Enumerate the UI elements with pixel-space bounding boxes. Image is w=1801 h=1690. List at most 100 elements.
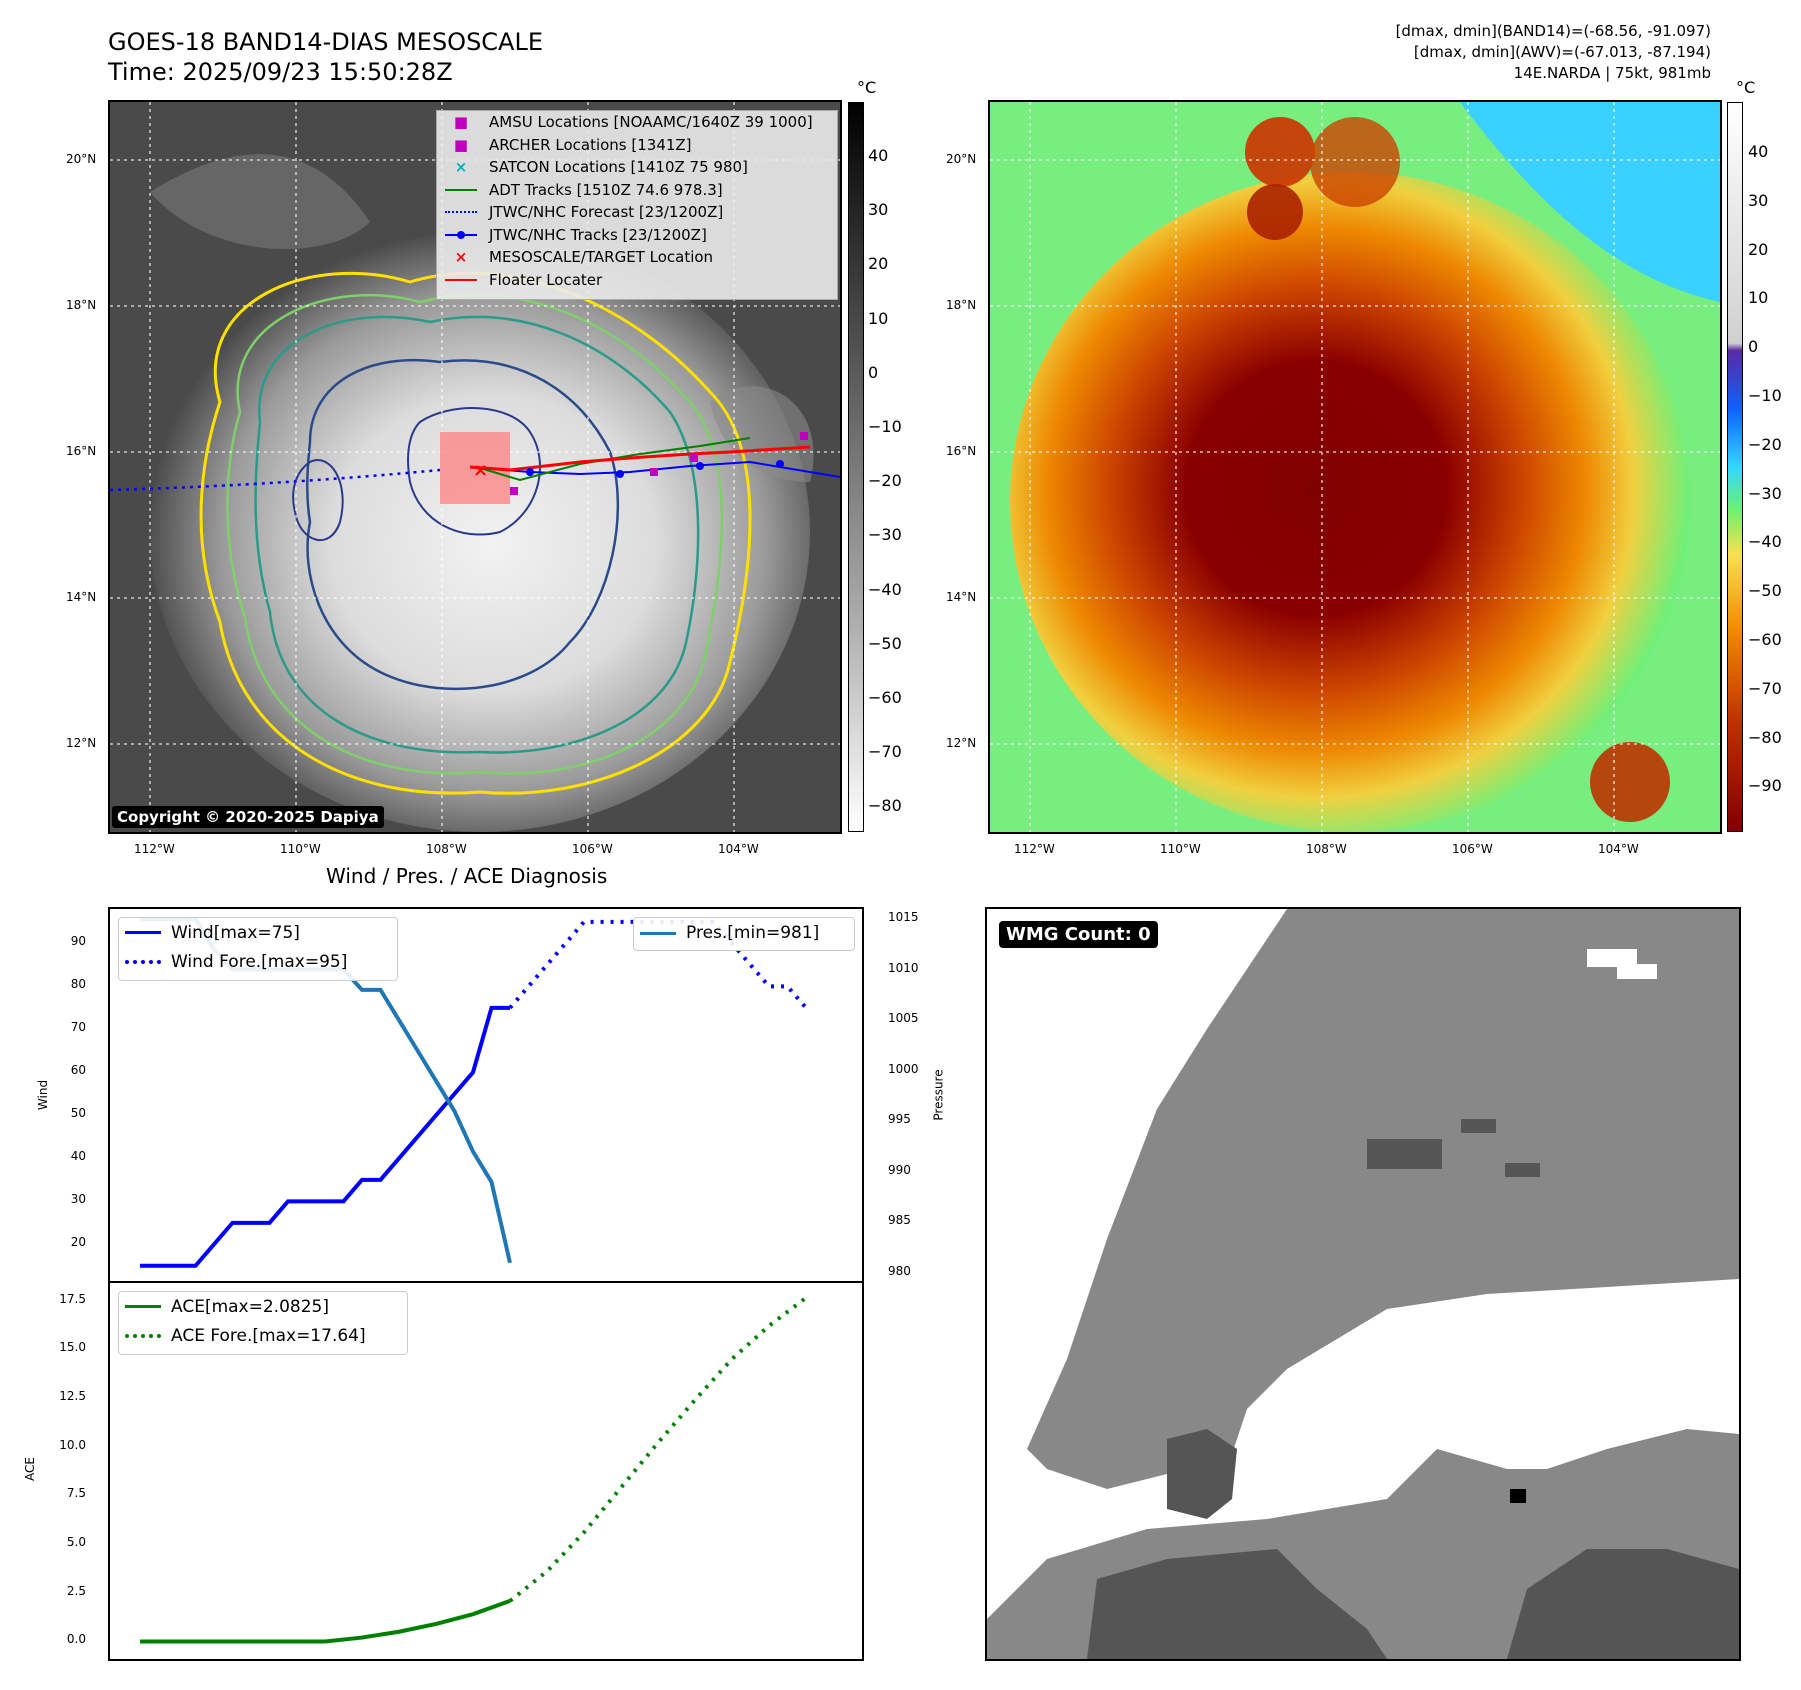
line-icon bbox=[640, 925, 676, 941]
wind-tick: 60 bbox=[70, 1063, 86, 1078]
dotted-line-icon bbox=[125, 1328, 161, 1344]
ir-color-map bbox=[988, 100, 1722, 834]
right-colorbar-unit: °C bbox=[1736, 78, 1756, 97]
legend-label: AMSU Locations [NOAAMC/1640Z 39 1000] bbox=[489, 113, 813, 132]
info-storm: 14E.NARDA | 75kt, 981mb bbox=[1513, 64, 1711, 82]
ace-legend: ACE[max=2.0825] ACE Fore.[max=17.64] bbox=[118, 1291, 408, 1355]
figure-title: GOES-18 BAND14-DIAS MESOSCALE bbox=[108, 28, 544, 56]
ace-svg bbox=[140, 1296, 808, 1644]
diag-title: Wind / Pres. / ACE Diagnosis bbox=[326, 864, 608, 888]
lat-label: 16°N bbox=[946, 444, 977, 458]
pres-tick: 980 bbox=[888, 1263, 911, 1278]
legend-item-target: × MESOSCALE/TARGET Location bbox=[437, 246, 837, 269]
wind-tick: 30 bbox=[70, 1192, 86, 1207]
lat-label: 14°N bbox=[66, 590, 97, 604]
right-colorbar-tick: 20 bbox=[1748, 239, 1769, 259]
forecast-line bbox=[508, 1296, 808, 1603]
pres-tick: 985 bbox=[888, 1213, 911, 1228]
line-icon bbox=[443, 182, 479, 198]
legend-item-adt: ADT Tracks [1510Z 74.6 978.3] bbox=[437, 179, 837, 202]
right-colorbar-tick: −70 bbox=[1748, 678, 1782, 698]
legend-item-amsu: ■ AMSU Locations [NOAAMC/1640Z 39 1000] bbox=[437, 111, 837, 134]
left-colorbar-tick: 30 bbox=[868, 200, 889, 220]
left-colorbar-tick: −30 bbox=[868, 525, 902, 545]
left-colorbar-tick: −80 bbox=[868, 796, 902, 816]
dotted-line-icon bbox=[443, 204, 479, 220]
pres-axis-label: Pressure bbox=[931, 1069, 946, 1121]
wind-legend: Wind[max=75] Wind Fore.[max=95] bbox=[118, 917, 398, 981]
left-colorbar-tick: −60 bbox=[868, 688, 902, 707]
pres-tick: 1015 bbox=[888, 910, 919, 925]
legend-item-forecast: JTWC/NHC Forecast [23/1200Z] bbox=[437, 201, 837, 224]
lon-label: 104°W bbox=[718, 842, 759, 856]
svg-text:×: × bbox=[473, 460, 488, 481]
legend-label: MESOSCALE/TARGET Location bbox=[489, 248, 714, 267]
left-colorbar bbox=[848, 102, 864, 832]
info-awv-range: [dmax, dmin](AWV)=(-67.013, -87.194) bbox=[1413, 43, 1711, 61]
right-colorbar-tick: 10 bbox=[1748, 288, 1769, 308]
x-marker-icon: × bbox=[454, 158, 468, 177]
legend-label: Pres.[min=981] bbox=[686, 923, 820, 943]
legend-label: Floater Locater bbox=[489, 270, 603, 289]
figure-time: Time: 2025/09/23 15:50:28Z bbox=[108, 58, 453, 86]
wind-tick: 20 bbox=[70, 1235, 86, 1250]
right-colorbar-tick: −40 bbox=[1748, 532, 1782, 552]
ir-contour-map: × ■ AMSU Locations [NOAAMC/1640Z 39 1000]… bbox=[108, 100, 842, 834]
ace-tick: 5.0 bbox=[66, 1535, 86, 1550]
lat-label: 18°N bbox=[946, 298, 977, 312]
right-colorbar-tick: 40 bbox=[1748, 142, 1769, 161]
lon-label: 110°W bbox=[1160, 842, 1201, 856]
lat-label: 12°N bbox=[946, 736, 977, 750]
lon-label: 112°W bbox=[134, 842, 175, 856]
left-colorbar-tick: −40 bbox=[868, 579, 902, 599]
left-colorbar-unit: °C bbox=[857, 78, 877, 97]
lat-label: 20°N bbox=[66, 152, 97, 166]
ace-tick: 15.0 bbox=[59, 1340, 86, 1355]
wind-tick: 80 bbox=[70, 977, 86, 992]
right-colorbar-tick: −50 bbox=[1748, 581, 1782, 601]
pres-tick: 1010 bbox=[888, 960, 919, 975]
series-line bbox=[140, 1005, 510, 1268]
pres-tick: 990 bbox=[888, 1162, 911, 1177]
left-colorbar-tick: −20 bbox=[868, 471, 902, 491]
line-icon bbox=[125, 1299, 161, 1315]
legend-label: SATCON Locations [1410Z 75 980] bbox=[489, 158, 748, 177]
legend-label: Wind Fore.[max=95] bbox=[171, 951, 348, 972]
legend-item-satcon: × SATCON Locations [1410Z 75 980] bbox=[437, 156, 837, 179]
ir-color-map-svg bbox=[990, 102, 1720, 832]
line-dot-icon bbox=[443, 227, 479, 243]
legend-item-ace: ACE[max=2.0825] bbox=[119, 1292, 407, 1321]
legend-item-floater: Floater Locater bbox=[437, 269, 837, 292]
left-colorbar-tick: −70 bbox=[868, 742, 902, 762]
ace-tick: 0.0 bbox=[66, 1632, 86, 1647]
legend-item-archer: ■ ARCHER Locations [1341Z] bbox=[437, 134, 837, 157]
copyright-badge: Copyright © 2020-2025 Dapiya bbox=[112, 806, 384, 828]
legend-label: JTWC/NHC Tracks [23/1200Z] bbox=[489, 225, 707, 244]
legend-item-pres: Pres.[min=981] bbox=[634, 918, 854, 948]
legend-label: JTWC/NHC Forecast [23/1200Z] bbox=[489, 203, 724, 222]
right-colorbar-tick: −10 bbox=[1748, 386, 1782, 405]
x-marker-icon: × bbox=[454, 248, 468, 267]
lat-label: 16°N bbox=[66, 444, 97, 458]
lat-label: 18°N bbox=[66, 298, 97, 312]
pres-tick: 1005 bbox=[888, 1011, 919, 1026]
wind-tick: 70 bbox=[70, 1020, 86, 1035]
ace-tick: 7.5 bbox=[66, 1486, 86, 1501]
lat-label: 14°N bbox=[946, 590, 977, 604]
ace-axis-label: ACE bbox=[22, 1457, 37, 1481]
wind-tick: 40 bbox=[70, 1149, 86, 1164]
ace-tick: 2.5 bbox=[66, 1583, 86, 1598]
legend-item-ace-fore: ACE Fore.[max=17.64] bbox=[119, 1321, 407, 1350]
wind-pres-plot: Wind[max=75] Wind Fore.[max=95] Pres.[mi… bbox=[108, 907, 864, 1285]
legend-label: ADT Tracks [1510Z 74.6 978.3] bbox=[489, 180, 723, 199]
ace-tick: 10.0 bbox=[59, 1437, 86, 1452]
left-colorbar-tick: 0 bbox=[868, 362, 879, 382]
square-marker-icon: ■ bbox=[453, 135, 469, 154]
wmg-svg bbox=[987, 909, 1739, 1659]
right-colorbar-tick: 30 bbox=[1748, 190, 1769, 210]
map-legend: ■ AMSU Locations [NOAAMC/1640Z 39 1000] ■… bbox=[436, 110, 838, 300]
legend-label: ACE Fore.[max=17.64] bbox=[171, 1325, 366, 1346]
lon-label: 108°W bbox=[426, 842, 467, 856]
legend-label: Wind[max=75] bbox=[171, 922, 300, 943]
lon-label: 110°W bbox=[280, 842, 321, 856]
